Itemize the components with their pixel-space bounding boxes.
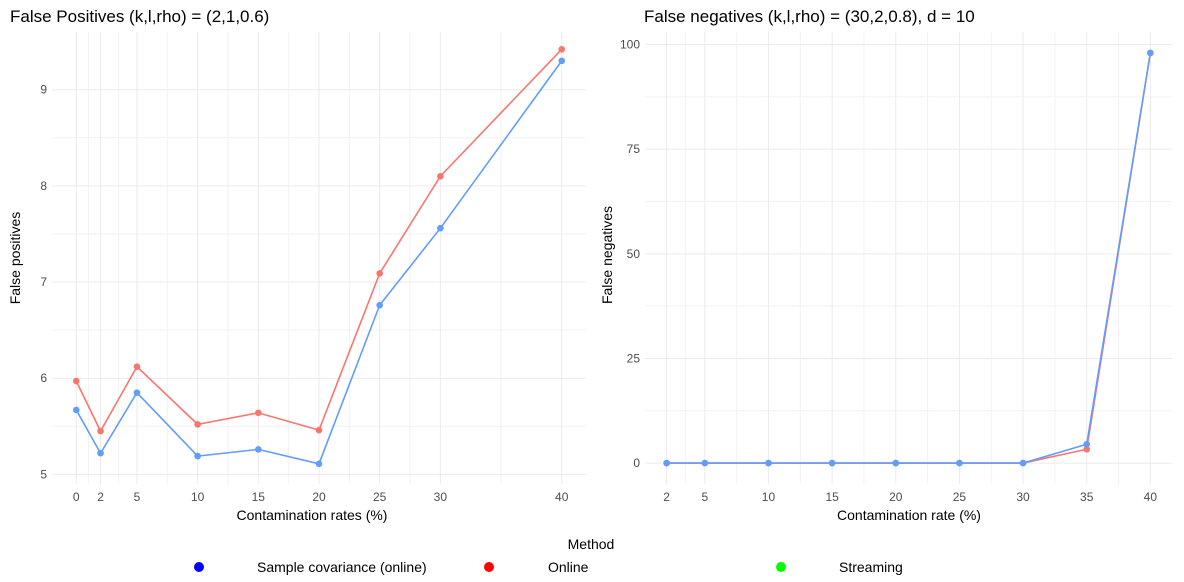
false-negatives-x-tick-label: 20: [889, 490, 903, 504]
false-positives-x-tick-label: 5: [134, 490, 141, 504]
false-positives-data-point-sample-covariance-online: [72, 406, 80, 414]
legend-label-online: Online: [548, 559, 589, 575]
false-negatives-title: False negatives (k,l,rho) = (30,2,0.8), …: [644, 7, 975, 26]
false-positives-data-point-sample-covariance-online: [437, 224, 444, 232]
false-negatives-data-point-sample-covariance-online: [1083, 440, 1091, 448]
false-positives-data-point-online: [133, 363, 141, 370]
false-negatives-data-point-sample-covariance-online: [701, 459, 709, 467]
false-positives-x-tick-label: 15: [252, 490, 266, 504]
method-legend: Method Sample covariance (online) Online…: [194, 536, 903, 575]
false-positives-data-point-sample-covariance-online: [97, 449, 104, 457]
false-negatives-data-point-sample-covariance-online: [663, 459, 670, 467]
false-positives-x-tick-label: 10: [191, 490, 205, 504]
false-negatives-x-tick-label: 5: [701, 490, 708, 504]
false-positives-title: False Positives (k,l,rho) = (2,1,0.6): [10, 7, 269, 26]
false-negatives-x-tick-label: 15: [825, 490, 839, 504]
false-positives-data-point-sample-covariance-online: [255, 446, 262, 453]
false-negatives-data-point-sample-covariance-online: [828, 459, 836, 467]
false-positives-data-point-online: [194, 421, 201, 428]
false-positives-data-point-online: [255, 409, 262, 417]
false-positives-x-tick-label: 40: [555, 490, 569, 504]
legend-key-streaming: [776, 562, 786, 572]
false-positives-x-tick-label: 0: [73, 490, 80, 504]
false-positives-data-point-sample-covariance-online: [133, 389, 141, 396]
false-positives-y-tick-label: 6: [40, 371, 47, 385]
false-negatives-data-point-sample-covariance-online: [1147, 49, 1154, 57]
false-positives-data-point-online: [376, 270, 383, 277]
false-negatives-x-axis-label: Contamination rate (%): [837, 507, 981, 523]
false-negatives-series-line-online: [666, 52, 1152, 464]
false-negatives-y-tick-label: 0: [633, 456, 640, 470]
false-positives-y-tick-label: 5: [40, 467, 47, 481]
false-negatives-y-axis-label: False negatives: [599, 206, 615, 304]
false-positives-data-point-sample-covariance-online: [194, 452, 201, 460]
false-positives-y-tick-label: 8: [40, 179, 47, 193]
false-positives-data-point-online: [558, 46, 566, 53]
false-negatives-x-tick-label: 2: [663, 490, 670, 504]
false-positives-x-tick-label: 2: [97, 490, 104, 504]
false-negatives-x-tick-label: 35: [1080, 490, 1094, 504]
legend-item-streaming: Streaming: [776, 559, 903, 575]
false-positives-x-tick-label: 25: [373, 490, 387, 504]
false-negatives-y-tick-label: 25: [627, 351, 641, 365]
false-positives-data-point-online: [315, 426, 323, 434]
false-negatives-data-point-sample-covariance-online: [956, 459, 963, 467]
false-negatives-x-tick-label: 25: [953, 490, 967, 504]
legend-title: Method: [568, 536, 615, 552]
false-positives-data-point-sample-covariance-online: [558, 57, 566, 65]
false-positives-data-point-sample-covariance-online: [376, 301, 383, 309]
legend-item-sample-covariance: Sample covariance (online): [194, 559, 427, 575]
false-negatives-data-point-sample-covariance-online: [765, 459, 772, 467]
legend-key-sample-covariance: [194, 562, 204, 572]
legend-label-sample-covariance: Sample covariance (online): [257, 559, 427, 575]
false-positives-data-point-online: [72, 377, 80, 385]
false-positives-y-tick-label: 9: [40, 83, 47, 97]
legend-key-online: [484, 562, 494, 572]
false-negatives-y-tick-label: 50: [627, 247, 641, 261]
false-negatives-y-tick-label: 75: [627, 142, 641, 156]
false-positives-panel: False Positives (k,l,rho) = (2,1,0.6) Co…: [7, 7, 586, 523]
false-negatives-data-point-online: [1083, 445, 1091, 453]
false-positives-data-point-sample-covariance-online: [315, 460, 323, 468]
false-positives-x-tick-label: 30: [434, 490, 448, 504]
false-negatives-panel: False negatives (k,l,rho) = (30,2,0.8), …: [599, 7, 1172, 523]
false-positives-y-axis-label: False positives: [7, 212, 23, 305]
false-positives-data-point-online: [437, 172, 444, 180]
false-negatives-series-line-sample-covariance-online: [666, 52, 1152, 464]
false-negatives-data-point-sample-covariance-online: [892, 459, 900, 467]
legend-item-online: Online: [484, 559, 589, 575]
false-negatives-x-tick-label: 30: [1016, 490, 1030, 504]
legend-label-streaming: Streaming: [839, 559, 903, 575]
false-positives-data-point-online: [97, 427, 104, 435]
false-negatives-x-tick-label: 10: [762, 490, 776, 504]
false-positives-x-axis-label: Contamination rates (%): [237, 507, 388, 523]
false-negatives-data-point-sample-covariance-online: [1019, 459, 1027, 467]
false-negatives-y-tick-label: 100: [620, 38, 640, 52]
false-positives-y-tick-label: 7: [40, 275, 47, 289]
false-positives-x-tick-label: 20: [312, 490, 326, 504]
false-negatives-x-tick-label: 40: [1144, 490, 1158, 504]
